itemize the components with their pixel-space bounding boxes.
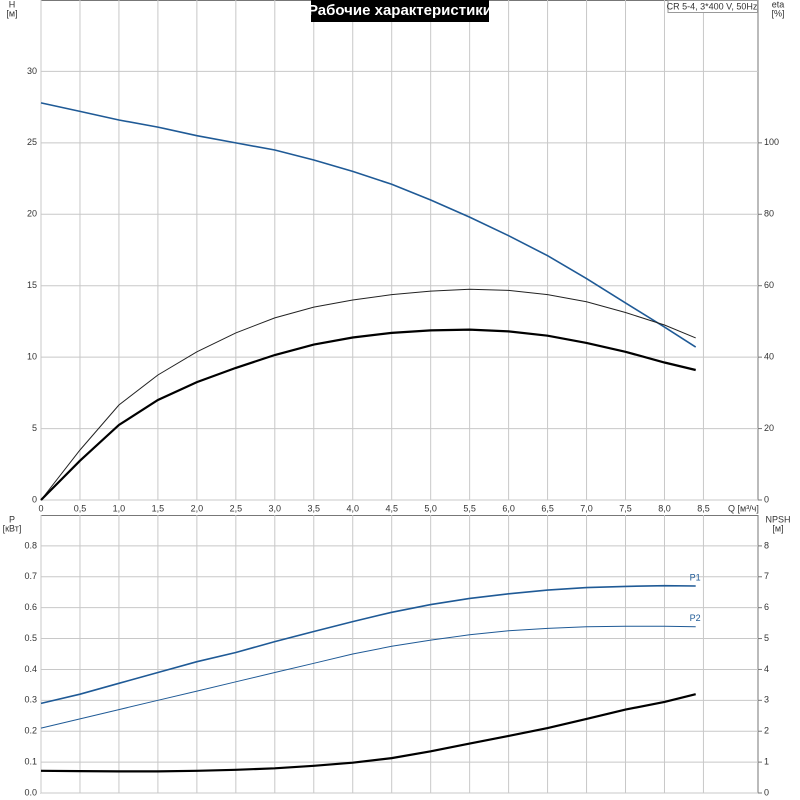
y-tick-label: 0.6 [24, 602, 37, 612]
x-tick-label: 1,0 [113, 503, 126, 513]
x-tick-label: 4,5 [385, 503, 398, 513]
x-tick-label: 5,5 [463, 503, 476, 513]
series-line [40, 328, 696, 501]
y-tick-label: 20 [27, 209, 37, 219]
x-axis-label: Q [м³/ч] [728, 503, 759, 513]
y-axis-label: P [9, 514, 15, 524]
x-tick-label: 2,5 [230, 503, 243, 513]
y-tick-label: 0.5 [24, 633, 37, 643]
x-tick-label: 7,5 [619, 503, 632, 513]
y-axis-label: [кВт] [3, 523, 22, 533]
series-line [40, 625, 696, 729]
plot-frame [40, 0, 759, 501]
y2-axis-label: [%] [771, 8, 784, 18]
title-box [311, 0, 489, 22]
y2-axis-label: [м] [772, 523, 783, 533]
y2-tick-label: 5 [764, 633, 769, 643]
series-line [40, 288, 696, 501]
y2-axis-label: NPSH [765, 514, 790, 524]
series-label: P1 [690, 572, 701, 582]
series-line [40, 693, 696, 773]
y-tick-label: 0.0 [24, 787, 37, 797]
y2-tick-label: 0 [764, 787, 769, 797]
y2-tick-label: 2 [764, 726, 769, 736]
x-tick-label: 1,5 [152, 503, 165, 513]
y2-tick-label: 0 [764, 494, 769, 504]
chart-title: Рабочие характеристики [308, 2, 492, 19]
x-tick-label: 3,5 [308, 503, 321, 513]
y2-axis-label: eta [772, 0, 785, 9]
y2-tick-label: 40 [764, 352, 774, 362]
series-line [40, 584, 696, 705]
y2-tick-label: 100 [764, 137, 779, 147]
y2-tick-label: 80 [764, 209, 774, 219]
y-axis-label: [м] [6, 8, 17, 18]
x-tick-label: 6,0 [502, 503, 515, 513]
y-axis-label: H [9, 0, 16, 9]
y-tick-label: 0.2 [24, 726, 37, 736]
series-label: P2 [690, 613, 701, 623]
y-tick-label: 15 [27, 280, 37, 290]
x-tick-label: 3,0 [269, 503, 282, 513]
plot-frame [40, 515, 759, 794]
y2-tick-label: 3 [764, 695, 769, 705]
y2-tick-label: 20 [764, 423, 774, 433]
y-tick-label: 0.4 [24, 664, 37, 674]
y2-tick-label: 1 [764, 756, 769, 766]
x-tick-label: 7,0 [580, 503, 593, 513]
y2-tick-label: 4 [764, 664, 769, 674]
y-tick-label: 0 [32, 494, 37, 504]
y2-tick-label: 60 [764, 280, 774, 290]
y-tick-label: 10 [27, 352, 37, 362]
y-tick-label: 0.3 [24, 695, 37, 705]
y-tick-label: 0.7 [24, 571, 37, 581]
x-tick-label: 6,5 [541, 503, 554, 513]
y2-tick-label: 8 [764, 540, 769, 550]
x-tick-label: 2,0 [191, 503, 204, 513]
x-tick-label: 5,0 [424, 503, 437, 513]
x-tick-label: 0 [38, 503, 43, 513]
x-tick-label: 8,0 [658, 503, 671, 513]
y-tick-label: 25 [27, 137, 37, 147]
y2-tick-label: 7 [764, 571, 769, 581]
y-tick-label: 5 [32, 423, 37, 433]
chart-subtitle: CR 5-4, 3*400 V, 50Hz [667, 1, 758, 11]
y-tick-label: 0.1 [24, 756, 37, 766]
x-tick-label: 4,0 [346, 503, 359, 513]
series-line [40, 102, 697, 348]
x-tick-label: 0,5 [74, 503, 87, 513]
x-tick-label: 8,5 [697, 503, 710, 513]
y2-tick-label: 6 [764, 602, 769, 612]
y-tick-label: 0.8 [24, 540, 37, 550]
subtitle-box [667, 0, 758, 13]
y-tick-label: 30 [27, 66, 37, 76]
